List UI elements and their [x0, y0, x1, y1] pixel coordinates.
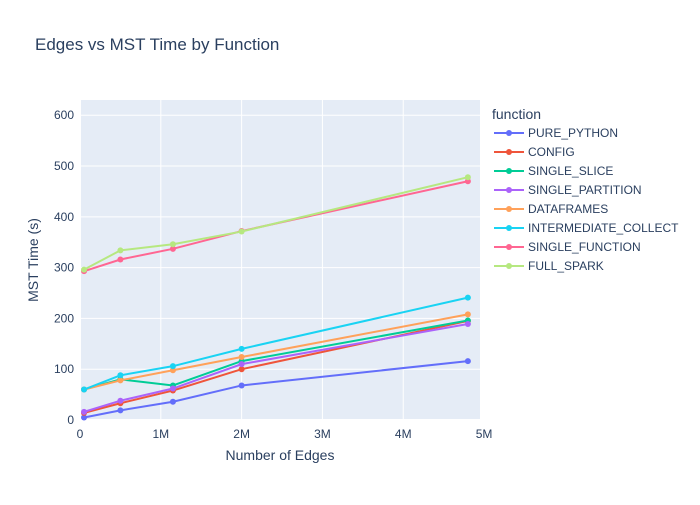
y-tick-label: 0 — [67, 413, 74, 427]
series-pure-python[interactable] — [81, 358, 471, 421]
x-axis-title: Number of Edges — [226, 447, 335, 463]
legend-swatch-marker — [506, 168, 512, 174]
legend-swatch-marker — [506, 149, 512, 155]
axes: 0 100 200 300 400 500 600 0 1M 2M 3M 4M 5M — [54, 108, 492, 441]
data-point[interactable] — [464, 358, 471, 365]
legend-swatch-marker — [506, 206, 512, 212]
legend-item[interactable]: INTERMEDIATE_COLLECT — [494, 221, 679, 235]
legend-label: DATAFRAMES — [528, 202, 608, 216]
data-point[interactable] — [81, 408, 88, 415]
data-point[interactable] — [117, 256, 124, 263]
legend-label: CONFIG — [528, 145, 575, 159]
legend-swatch-marker — [506, 130, 512, 136]
y-tick-label: 500 — [54, 159, 74, 173]
data-point[interactable] — [238, 382, 245, 389]
data-point[interactable] — [117, 407, 124, 414]
data-point[interactable] — [169, 241, 176, 248]
data-point[interactable] — [464, 294, 471, 301]
data-point[interactable] — [81, 386, 88, 393]
data-point[interactable] — [464, 321, 471, 327]
series-full-spark[interactable] — [81, 174, 471, 273]
legend-label: SINGLE_FUNCTION — [528, 240, 641, 254]
data-point[interactable] — [117, 377, 124, 384]
legend-label: SINGLE_PARTITION — [528, 183, 642, 197]
legend-item[interactable]: CONFIG — [494, 145, 575, 159]
legend-label: FULL_SPARK — [528, 259, 604, 273]
legend-swatch-marker — [506, 225, 512, 231]
data-point[interactable] — [81, 266, 88, 273]
series-layer — [81, 174, 471, 421]
y-tick-label: 100 — [54, 362, 74, 376]
legend-item[interactable]: SINGLE_FUNCTION — [494, 240, 641, 254]
data-point[interactable] — [117, 247, 124, 254]
data-point[interactable] — [464, 311, 471, 318]
data-point[interactable] — [81, 414, 88, 421]
series-intermediate-collect[interactable] — [81, 294, 471, 393]
data-point[interactable] — [169, 385, 176, 392]
y-tick-label: 400 — [54, 210, 74, 224]
legend-item[interactable]: SINGLE_PARTITION — [494, 183, 642, 197]
x-tick-label: 4M — [395, 427, 412, 441]
y-tick-label: 600 — [54, 108, 74, 122]
data-point[interactable] — [169, 398, 176, 405]
x-tick-label: 2M — [233, 427, 250, 441]
legend[interactable]: function PURE_PYTHON CONFIG SINGLE_SLICE SI… — [492, 106, 679, 273]
legend-swatch-marker — [506, 263, 512, 269]
data-point[interactable] — [238, 366, 245, 373]
y-tick-label: 200 — [54, 311, 74, 325]
data-point[interactable] — [464, 174, 471, 181]
legend-title: function — [492, 106, 541, 122]
data-point[interactable] — [238, 228, 245, 235]
legend-swatch-marker — [506, 244, 512, 250]
legend-item[interactable]: PURE_PYTHON — [494, 126, 618, 140]
x-tick-label: 5M — [476, 427, 493, 441]
data-point[interactable] — [169, 363, 176, 370]
legend-swatch-marker — [506, 187, 512, 193]
legend-label: SINGLE_SLICE — [528, 164, 613, 178]
legend-label: PURE_PYTHON — [528, 126, 618, 140]
data-point[interactable] — [238, 354, 245, 361]
y-axis-title: MST Time (s) — [25, 218, 41, 302]
data-point[interactable] — [169, 245, 176, 252]
data-point[interactable] — [238, 361, 245, 368]
legend-item[interactable]: FULL_SPARK — [494, 259, 604, 273]
legend-item[interactable]: SINGLE_SLICE — [494, 164, 613, 178]
x-tick-label: 0 — [77, 427, 84, 441]
x-tick-label: 1M — [152, 427, 169, 441]
legend-label: INTERMEDIATE_COLLECT — [528, 221, 679, 235]
data-point[interactable] — [238, 345, 245, 352]
x-tick-label: 3M — [314, 427, 331, 441]
legend-item[interactable]: DATAFRAMES — [494, 202, 608, 216]
data-point[interactable] — [117, 372, 124, 379]
series-single-partition[interactable] — [81, 321, 471, 415]
data-point[interactable] — [117, 397, 124, 404]
chart-title: Edges vs MST Time by Function — [35, 35, 279, 54]
y-tick-label: 300 — [54, 261, 74, 275]
